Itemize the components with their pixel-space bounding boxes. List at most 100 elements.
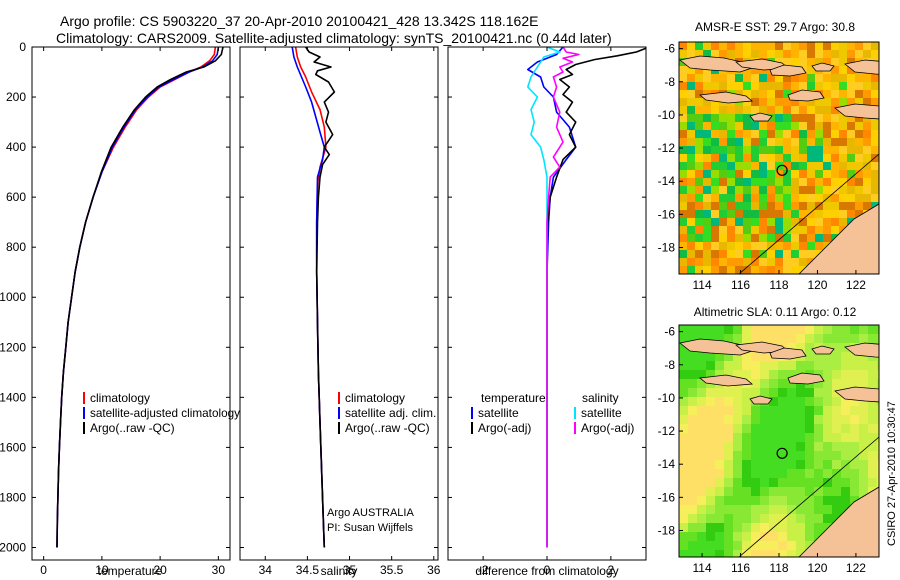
map-cell xyxy=(743,122,751,130)
map-cell xyxy=(688,514,697,523)
map-cell xyxy=(687,114,695,122)
map-cell xyxy=(877,451,879,460)
map-cell xyxy=(823,154,831,162)
map-cell xyxy=(706,514,715,523)
map-cell xyxy=(742,505,751,514)
salinity-legend: climatology satellite adj. clim. Argo(..… xyxy=(338,391,436,435)
map-cell xyxy=(679,226,687,234)
map-cell xyxy=(791,154,799,162)
map-cell xyxy=(815,170,823,178)
map-cell xyxy=(775,122,783,130)
map-cell xyxy=(847,122,855,130)
map-cell xyxy=(759,82,767,90)
map-cell xyxy=(743,258,751,266)
map-cell xyxy=(719,138,727,146)
map-lat-label: -16 xyxy=(658,207,676,221)
map-cell xyxy=(697,514,706,523)
map-cell xyxy=(727,50,735,58)
map-cell xyxy=(815,162,823,170)
map-cell xyxy=(814,460,823,469)
map-cell xyxy=(760,334,769,343)
map-cell xyxy=(687,66,695,74)
island-land xyxy=(699,91,754,104)
map-cell xyxy=(769,415,778,424)
map-cell xyxy=(831,210,839,218)
map-cell xyxy=(742,550,751,557)
map-lon-label: 120 xyxy=(807,561,827,575)
map-cell xyxy=(823,194,831,202)
map-cell xyxy=(733,523,742,532)
map-cell xyxy=(823,325,832,334)
map-cell xyxy=(719,50,727,58)
map-cell xyxy=(847,154,855,162)
map-cell xyxy=(831,170,839,178)
map-cell xyxy=(719,258,727,266)
map-cell xyxy=(841,469,850,478)
map-cell xyxy=(868,460,877,469)
map-cell xyxy=(805,415,814,424)
map-cell xyxy=(791,82,799,90)
map-cell xyxy=(735,50,743,58)
map-cell xyxy=(735,250,743,258)
map-cell xyxy=(787,469,796,478)
map-cell xyxy=(727,146,735,154)
map-cell xyxy=(724,478,733,487)
map-cell xyxy=(687,234,695,242)
map-cell xyxy=(735,42,743,50)
map-cell xyxy=(778,388,787,397)
map-cell xyxy=(727,106,735,114)
map-cell xyxy=(832,433,841,442)
map-cell xyxy=(783,114,791,122)
map-cell xyxy=(724,514,733,523)
map-cell xyxy=(742,451,751,460)
map-cell xyxy=(724,334,733,343)
map-cell xyxy=(735,154,743,162)
map-cell xyxy=(760,361,769,370)
map-cell xyxy=(855,114,863,122)
map-cell xyxy=(850,487,859,496)
map-cell xyxy=(759,218,767,226)
map-cell xyxy=(711,202,719,210)
map-cell xyxy=(799,258,807,266)
map-cell xyxy=(719,186,727,194)
map-cell xyxy=(823,146,831,154)
map-cell xyxy=(760,478,769,487)
map-cell xyxy=(847,50,855,58)
map-cell xyxy=(814,514,823,523)
map-cell xyxy=(688,379,697,388)
map-cell xyxy=(711,130,719,138)
map-cell xyxy=(679,146,687,154)
map-cell xyxy=(783,74,791,82)
map-cell xyxy=(841,496,850,505)
map-cell xyxy=(832,415,841,424)
map-cell xyxy=(742,442,751,451)
map-cell xyxy=(703,178,711,186)
map-cell xyxy=(751,146,759,154)
map-cell xyxy=(791,218,799,226)
map-cell xyxy=(697,487,706,496)
map-cell xyxy=(688,406,697,415)
map-cell xyxy=(850,361,859,370)
map-cell xyxy=(733,442,742,451)
map-cell xyxy=(769,487,778,496)
map-cell xyxy=(868,334,877,343)
map-cell xyxy=(711,266,719,274)
map-cell xyxy=(735,234,743,242)
map-cell xyxy=(847,82,855,90)
map-cell xyxy=(831,186,839,194)
map-cell xyxy=(863,162,871,170)
map-cell xyxy=(767,210,775,218)
map-cell xyxy=(805,352,814,361)
map-cell xyxy=(769,325,778,334)
map-cell xyxy=(695,154,703,162)
map-cell xyxy=(868,406,877,415)
map-cell xyxy=(679,550,688,557)
map-cell xyxy=(688,325,697,334)
map-cell xyxy=(679,451,688,460)
map-cell xyxy=(796,514,805,523)
map-cell xyxy=(703,114,711,122)
island-land xyxy=(811,345,835,355)
map-lon-label: 118 xyxy=(769,561,788,575)
map-cell xyxy=(751,469,760,478)
